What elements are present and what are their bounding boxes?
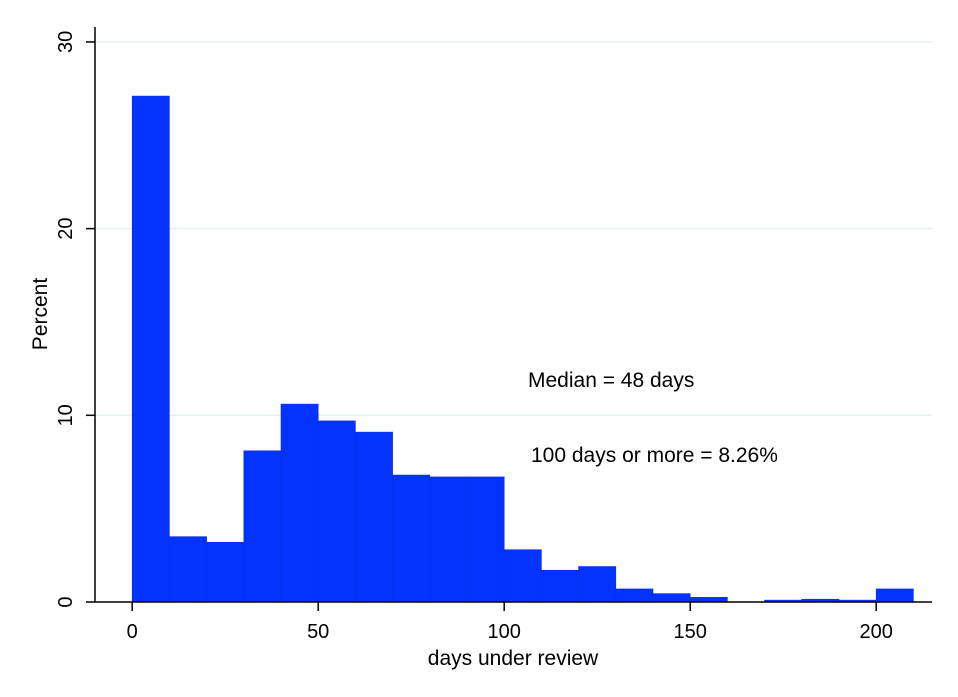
x-tick-label: 100 — [488, 621, 521, 643]
long-review-annotation: 100 days or more = 8.26% — [531, 444, 778, 467]
histogram-bar — [615, 588, 654, 603]
gridlines — [95, 41, 932, 417]
y-axis-title: Percent — [29, 278, 52, 351]
y-axis-ticks: 0 10 20 30 — [55, 31, 95, 608]
x-tick-label: 0 — [127, 621, 138, 643]
y-tick-label: 0 — [55, 596, 77, 607]
histogram-bar — [466, 476, 505, 603]
x-axis-title: days under review — [428, 647, 599, 670]
histogram-bar — [169, 536, 207, 603]
y-tick-label: 30 — [55, 31, 77, 53]
histogram-bars — [131, 95, 914, 603]
x-tick-label: 50 — [307, 621, 329, 643]
histogram-bar — [652, 593, 691, 603]
histogram-bar — [355, 431, 393, 603]
histogram-bar — [541, 569, 579, 603]
median-annotation: Median = 48 days — [528, 369, 694, 392]
histogram-bar — [206, 541, 245, 603]
axes — [94, 27, 932, 603]
y-tick-label: 10 — [55, 404, 77, 426]
x-axis-ticks: 0 50 100 150 200 — [127, 602, 893, 643]
histogram-bar — [131, 95, 170, 603]
histogram-bar — [392, 474, 431, 603]
x-tick-label: 150 — [674, 621, 707, 643]
histogram-bar — [317, 420, 356, 603]
histogram-bar — [503, 549, 542, 603]
y-tick-label: 20 — [55, 217, 77, 239]
x-tick-label: 200 — [860, 621, 893, 643]
histogram-bar — [243, 450, 282, 603]
histogram-bar — [280, 403, 319, 603]
histogram-bar — [578, 566, 617, 603]
histogram-bar — [429, 476, 468, 603]
histogram-bar — [875, 588, 914, 603]
